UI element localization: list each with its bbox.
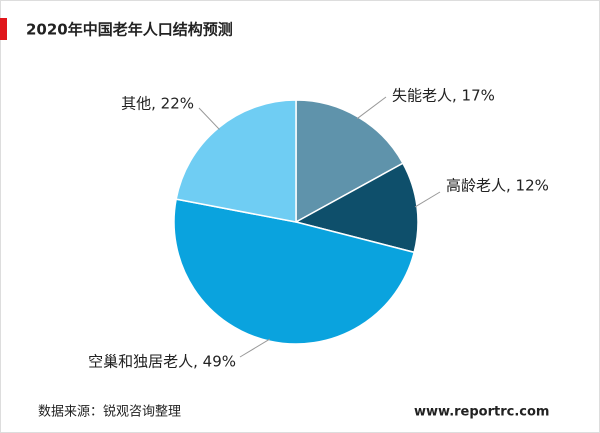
leader-line [414, 191, 441, 208]
data-label: 失能老人, 17% [392, 87, 495, 105]
pie-slice [173, 198, 416, 345]
leader-line [239, 338, 271, 358]
chart-title: 2020年中国老年人口结构预测 [26, 21, 233, 39]
title-accent [0, 18, 7, 40]
data-label: 其他, 22% [121, 95, 194, 113]
website: www.reportrc.com [414, 405, 549, 420]
pie-slice [295, 99, 404, 224]
data-label: 高龄老人, 12% [446, 177, 549, 195]
leader-line [198, 107, 220, 130]
data-label: 空巢和独居老人, 49% [88, 353, 236, 371]
leader-line [356, 96, 387, 120]
source: 数据来源：锐观咨询整理 [38, 405, 181, 420]
pie-slice [293, 162, 419, 254]
